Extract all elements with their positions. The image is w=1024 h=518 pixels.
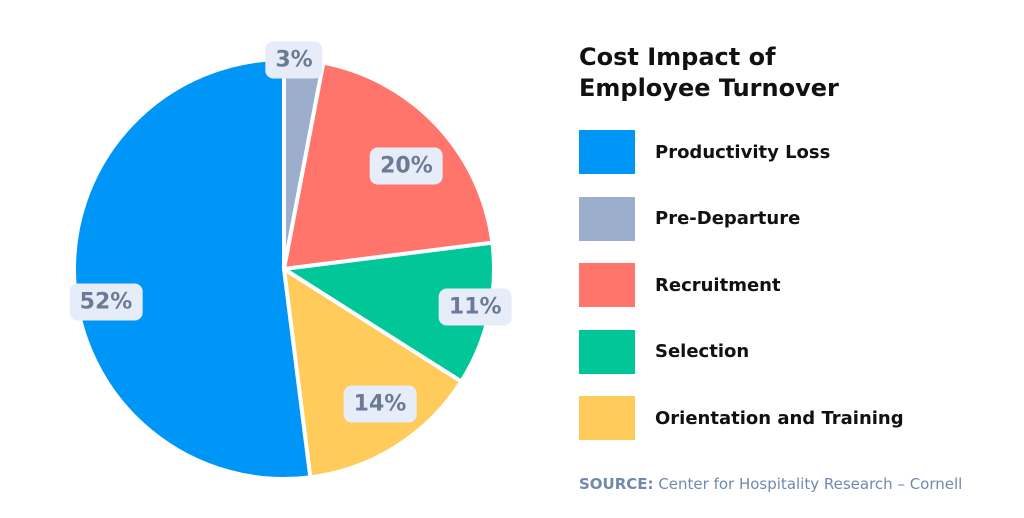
legend-label: Productivity Loss (655, 141, 831, 163)
legend-item: Orientation and Training (579, 396, 904, 440)
pie-slice-orientation-and-training (282, 267, 464, 480)
legend-swatch (579, 130, 635, 174)
legend-swatch (579, 329, 635, 374)
legend-swatch (579, 396, 635, 440)
legend-label: Pre-Departure (655, 208, 801, 229)
legend-label: Selection (655, 341, 750, 362)
legend-item: Pre-Departure (579, 196, 801, 241)
legend-label: Recruitment (655, 274, 781, 296)
legend-item: Recruitment (579, 263, 781, 307)
data-label: 11% (438, 288, 512, 326)
legend-item: Productivity Loss (579, 130, 830, 174)
legend-item: Selection (579, 329, 750, 374)
legend-swatch (579, 263, 635, 307)
legend-label: Orientation and Training (655, 407, 904, 429)
chart-title: Cost Impact of Employee Turnover (579, 43, 839, 102)
data-label: 20% (370, 147, 443, 185)
source-text: Center for Hospitality Research – Cornel… (658, 475, 963, 493)
data-label: 52% (69, 283, 143, 321)
legend-swatch (579, 196, 635, 241)
pie-slice-productivity-loss (72, 57, 313, 481)
data-label: 3% (265, 41, 323, 79)
source-note: SOURCE: Center for Hospitality Research … (579, 475, 962, 493)
data-label: 14% (343, 385, 417, 423)
source-prefix: SOURCE: (579, 475, 654, 493)
